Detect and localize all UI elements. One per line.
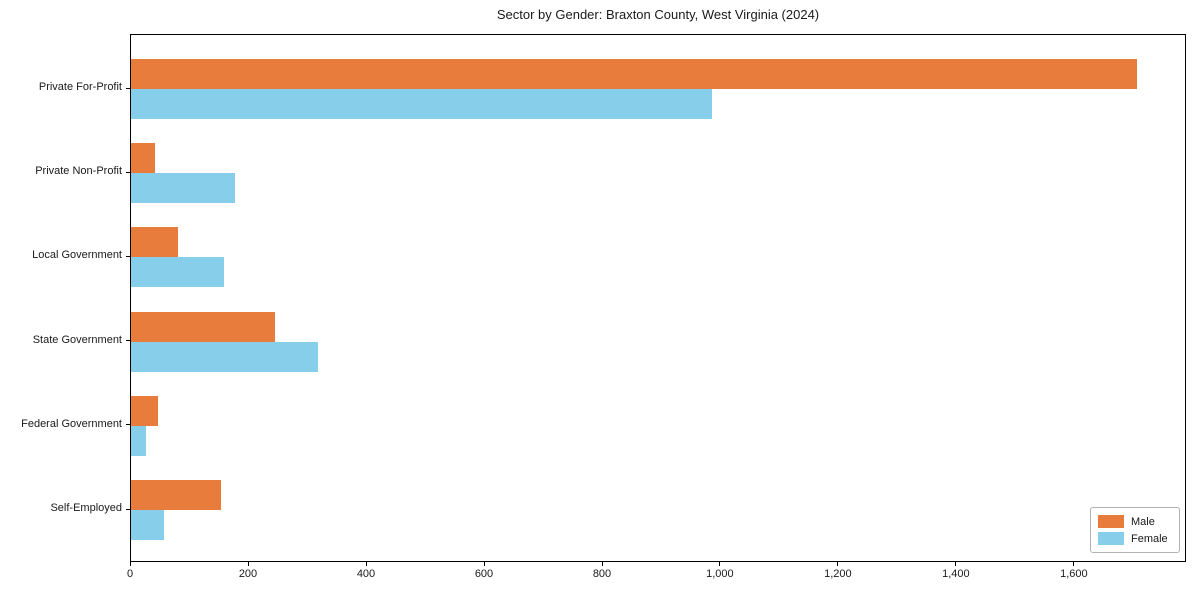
bar-male-self-employed (131, 480, 222, 510)
bar-male-private-non-profit (131, 143, 155, 174)
y-axis-tick (126, 424, 130, 426)
x-axis-tick-label: 1,600 (1060, 568, 1088, 580)
bar-female-private-for-profit (131, 89, 713, 119)
x-axis-tick (837, 562, 839, 566)
x-axis-tick (1073, 562, 1075, 566)
legend: Male Female (1090, 507, 1180, 553)
bar-male-private-for-profit (131, 59, 1137, 89)
x-axis-tick-label: 200 (238, 568, 258, 580)
x-axis-tick-label: 800 (592, 568, 612, 580)
y-axis-category-label: Federal Government (21, 417, 122, 430)
y-axis-tick (126, 87, 130, 89)
y-axis-category-label: Private For-Profit (38, 81, 122, 93)
x-axis-tick-label: 1,200 (824, 568, 852, 580)
male-swatch (1098, 515, 1124, 528)
legend-item-male: Male (1098, 515, 1172, 528)
x-axis-tick (483, 562, 485, 566)
x-axis-tick (365, 562, 367, 566)
bar-female-private-non-profit (131, 173, 236, 204)
bar-female-self-employed (131, 510, 164, 540)
legend-label-female: Female (1131, 532, 1168, 545)
x-axis-tick-label: 600 (474, 568, 494, 580)
bar-male-state-government (131, 311, 275, 342)
y-axis-tick (126, 171, 130, 173)
bar-female-federal-government (131, 425, 147, 456)
x-axis-tick (601, 562, 603, 566)
x-axis-tick (129, 562, 131, 566)
x-axis-tick (719, 562, 721, 566)
legend-label-male: Male (1131, 515, 1155, 528)
y-axis-tick (126, 508, 130, 510)
female-swatch (1098, 532, 1124, 545)
chart-title: Sector by Gender: Braxton County, West V… (496, 7, 820, 22)
x-axis-tick-label: 0 (126, 568, 134, 580)
bar-male-local-government (131, 227, 179, 258)
x-axis-tick-label: 1,000 (706, 568, 734, 580)
x-axis-tick-label: 400 (356, 568, 376, 580)
bar-female-state-government (131, 341, 318, 372)
y-axis-category-label: Private Non-Profit (35, 165, 122, 178)
legend-item-female: Female (1098, 532, 1172, 545)
plot-area (130, 34, 1186, 562)
y-axis-category-label: Self-Employed (50, 502, 122, 514)
y-axis-tick (126, 340, 130, 342)
y-axis-category-label: Local Government (32, 249, 122, 262)
y-axis-tick (126, 255, 130, 257)
bar-male-federal-government (131, 395, 159, 426)
x-axis-tick (247, 562, 249, 566)
x-axis-tick-label: 1,400 (942, 568, 970, 580)
bar-female-local-government (131, 257, 225, 288)
x-axis-tick (955, 562, 957, 566)
y-axis-category-label: State Government (32, 333, 122, 346)
